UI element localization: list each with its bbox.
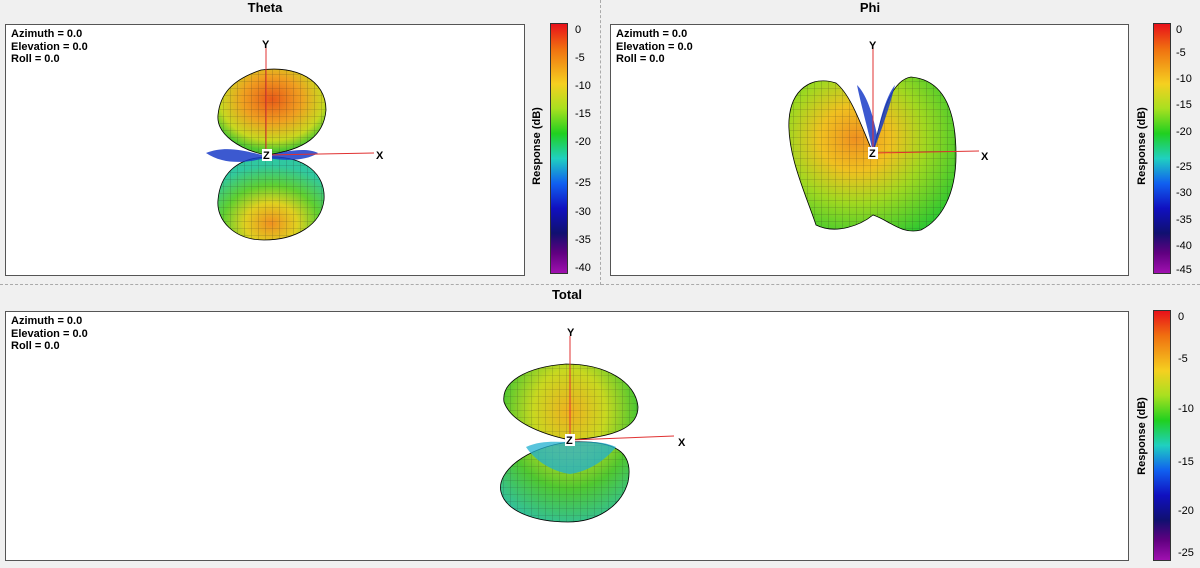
- phi-tick: -25: [1176, 161, 1192, 173]
- theta-tick: 0: [575, 24, 582, 36]
- phi-null-region: [857, 85, 895, 153]
- theta-tick: -20: [575, 136, 591, 148]
- phi-view-info: Azimuth = 0.0 Elevation = 0.0 Roll = 0.0: [616, 28, 693, 66]
- phi-panel-title: Phi: [859, 0, 881, 15]
- phi-tick: 0: [1176, 24, 1183, 36]
- total-null-region: [526, 441, 616, 474]
- total-colorbar: [1153, 310, 1171, 561]
- total-tick: 0: [1178, 311, 1185, 323]
- phi-tick: -45: [1176, 264, 1192, 276]
- theta-colorbar-label: Response (dB): [531, 107, 543, 185]
- phi-roll: Roll = 0.0: [616, 53, 665, 65]
- total-roll: Roll = 0.0: [11, 340, 60, 352]
- total-colorbar-label: Response (dB): [1136, 397, 1148, 475]
- total-tick: -20: [1178, 505, 1194, 517]
- theta-y-axis-label: Y: [262, 39, 270, 51]
- total-x-axis: [569, 435, 675, 441]
- total-azimuth: Azimuth = 0.0: [11, 315, 83, 327]
- theta-elevation: Elevation = 0.0: [11, 40, 88, 53]
- theta-tick: -30: [575, 206, 591, 218]
- theta-lobe-lower-mesh: [217, 156, 325, 240]
- phi-colorbar-label: Response (dB): [1136, 107, 1148, 185]
- theta-tick: -25: [575, 177, 591, 189]
- phi-tick: -40: [1176, 240, 1192, 252]
- total-tick: -5: [1178, 353, 1188, 365]
- phi-tick: -20: [1176, 126, 1192, 138]
- phi-y-axis-label: Y: [869, 40, 877, 52]
- theta-tick: -35: [575, 234, 591, 246]
- phi-tick: -15: [1176, 99, 1192, 111]
- phi-azimuth: Azimuth = 0.0: [616, 28, 688, 40]
- total-z-axis-label: Z: [566, 435, 573, 447]
- theta-tick: -15: [575, 108, 591, 120]
- phi-3d-pattern: Y X Z: [788, 40, 989, 232]
- phi-x-axis-label: X: [981, 151, 989, 163]
- phi-colorbar: [1153, 23, 1171, 274]
- theta-lobe-upper-mesh: [217, 69, 326, 155]
- theta-roll: Roll = 0.0: [11, 53, 60, 65]
- phi-tick: -10: [1176, 73, 1192, 85]
- total-tick: -15: [1178, 456, 1194, 468]
- phi-z-axis-label: Z: [869, 148, 876, 160]
- phi-plot-area[interactable]: Y X Z Azimuth = 0.0 Elevation = 0.0 Roll…: [610, 24, 1129, 276]
- total-elevation: Elevation = 0.0: [11, 327, 88, 340]
- theta-colorbar: [550, 23, 568, 274]
- panel-divider-horizontal[interactable]: [0, 284, 1200, 285]
- total-view-info: Azimuth = 0.0 Elevation = 0.0 Roll = 0.0: [11, 315, 88, 353]
- theta-z-axis-label: Z: [263, 150, 270, 162]
- theta-3d-pattern: Y X Z: [206, 39, 384, 241]
- total-panel-title: Total: [551, 287, 583, 302]
- panel-divider-vertical[interactable]: [600, 0, 601, 285]
- theta-azimuth: Azimuth = 0.0: [11, 28, 83, 40]
- theta-tick: -10: [575, 80, 591, 92]
- theta-panel-title: Theta: [247, 0, 283, 15]
- theta-plot-area[interactable]: Y X Z Azimuth = 0.0 Elevation = 0.0 Roll…: [5, 24, 525, 276]
- phi-tick: -30: [1176, 187, 1192, 199]
- total-tick: -25: [1178, 547, 1194, 559]
- phi-elevation: Elevation = 0.0: [616, 40, 693, 53]
- theta-view-info: Azimuth = 0.0 Elevation = 0.0 Roll = 0.0: [11, 28, 88, 66]
- theta-tick: -40: [575, 262, 591, 274]
- theta-tick: -5: [575, 52, 585, 64]
- phi-tick: -35: [1176, 214, 1192, 226]
- total-plot-area[interactable]: Y X Z Azimuth = 0.0 Elevation = 0.0 Roll…: [5, 311, 1129, 561]
- theta-x-axis-label: X: [376, 150, 384, 162]
- total-3d-pattern: Y X Z: [500, 327, 686, 523]
- total-x-axis-label: X: [678, 437, 686, 449]
- total-tick: -10: [1178, 403, 1194, 415]
- phi-x-axis: [872, 150, 980, 154]
- phi-tick: -5: [1176, 47, 1186, 59]
- total-y-axis-label: Y: [567, 327, 575, 339]
- theta-x-axis: [265, 152, 375, 156]
